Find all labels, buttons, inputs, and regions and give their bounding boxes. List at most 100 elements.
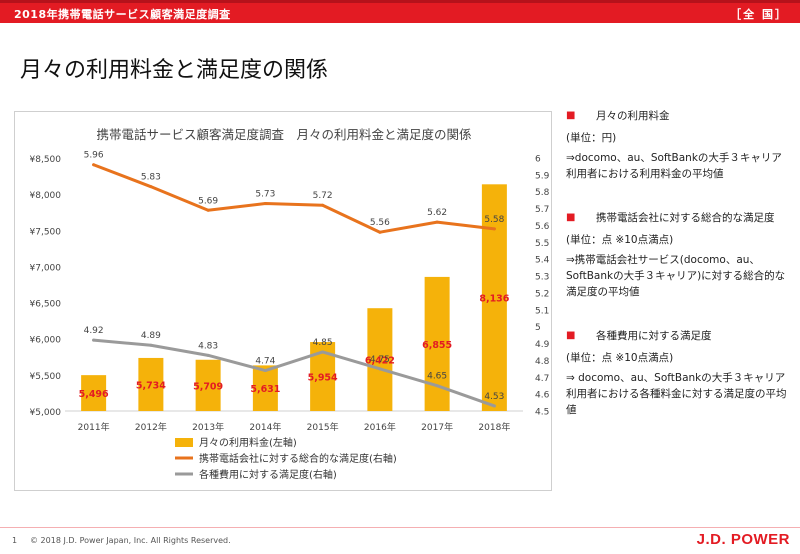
note-title: 各種費用に対する満足度 xyxy=(596,330,712,342)
left-axis-tick: ¥5,500 xyxy=(30,372,62,382)
note-cost-satisfaction: ■ 各種費用に対する満足度 (単位：点 ※10点満点) ⇒ docomo、au、S… xyxy=(566,328,790,418)
bar xyxy=(138,357,164,411)
overall-satisfaction-line-data-label: 5.83 xyxy=(141,173,161,183)
left-axis-tick: ¥7,500 xyxy=(30,227,62,237)
x-axis-tick: 2016年 xyxy=(364,421,396,433)
bar-data-label: 6,855 xyxy=(422,340,452,351)
bar-data-label: 6,422 xyxy=(365,356,395,367)
overall-satisfaction-line-point xyxy=(435,220,439,224)
right-axis-tick: 4.5 xyxy=(535,408,549,418)
note-monthly-fee: ■ 月々の利用料金 (単位：円) ⇒docomo、au、SoftBankの大手３キ… xyxy=(566,108,790,182)
cost-satisfaction-line-point xyxy=(149,343,153,347)
overall-satisfaction-line-data-label: 5.72 xyxy=(313,191,333,201)
overall-satisfaction-line-point xyxy=(263,202,267,206)
top-banner: 2018年携帯電話サービス顧客満足度調査 ［全 国］ xyxy=(0,0,800,23)
footer-divider xyxy=(0,527,800,528)
bar-data-label: 5,496 xyxy=(79,389,109,400)
bullet-icon: ■ xyxy=(566,330,576,341)
cost-satisfaction-line-data-label: 4.85 xyxy=(313,338,333,348)
bar-data-label: 5,954 xyxy=(308,373,338,384)
cost-satisfaction-line-data-label: 4.65 xyxy=(427,372,447,382)
note-unit: (単位：点 ※10点満点) xyxy=(566,352,674,364)
note-overall-satisfaction: ■ 携帯電話会社に対する総合的な満足度 (単位：点 ※10点満点) ⇒携帯電話会社… xyxy=(566,210,790,300)
right-axis-tick: 5.5 xyxy=(535,239,549,249)
cost-satisfaction-line-point xyxy=(321,350,325,354)
overall-satisfaction-line xyxy=(92,163,496,234)
bar xyxy=(81,375,107,411)
x-axis-tick: 2017年 xyxy=(421,421,453,433)
right-axis-tick: 5.9 xyxy=(535,171,550,181)
left-axis-tick: ¥8,000 xyxy=(30,191,62,201)
cost-satisfaction-line-data-label: 4.92 xyxy=(84,326,104,336)
bar xyxy=(252,365,278,411)
legend-label: 携帯電話会社に対する総合的な満足度(右軸) xyxy=(199,452,397,465)
x-axis-tick: 2011年 xyxy=(78,421,110,433)
cost-satisfaction-line-point xyxy=(492,404,496,408)
page-number: 1 xyxy=(12,536,18,545)
chart-frame: 携帯電話サービス顧客満足度調査 月々の利用料金と満足度の関係 ¥5,000 ¥5,5… xyxy=(14,111,552,491)
combo-chart: 携帯電話サービス顧客満足度調査 月々の利用料金と満足度の関係 ¥5,000 ¥5,5… xyxy=(30,127,550,481)
right-axis-tick: 4.6 xyxy=(535,391,550,401)
bar-data-label: 5,734 xyxy=(136,380,166,391)
overall-satisfaction-line-point xyxy=(492,227,496,231)
right-axis-tick: 5.8 xyxy=(535,188,550,198)
right-axis-tick: 5.6 xyxy=(535,222,550,232)
bullet-icon: ■ xyxy=(566,212,576,223)
cost-satisfaction-line-point xyxy=(435,384,439,388)
note-description: ⇒携帯電話会社サービス(docomo、au、SoftBankの大手３キャリア)に… xyxy=(566,254,786,298)
legend-swatch-bar xyxy=(175,438,193,447)
note-description: ⇒ docomo、au、SoftBankの大手３キャリア利用者における各種料金に… xyxy=(566,372,787,416)
overall-satisfaction-line-point xyxy=(92,163,96,167)
cost-satisfaction-line-data-label: 4.53 xyxy=(484,392,504,402)
right-axis-tick: 5.1 xyxy=(535,306,549,316)
bar-data-label: 8,136 xyxy=(479,294,509,305)
page-title: 月々の利用料金と満足度の関係 xyxy=(20,58,329,83)
survey-title: 2018年携帯電話サービス顧客満足度調査 xyxy=(14,8,231,21)
overall-satisfaction-line-point xyxy=(321,203,325,207)
right-axis-tick: 5.3 xyxy=(535,273,549,283)
note-title: 月々の利用料金 xyxy=(596,110,670,122)
bar xyxy=(367,308,393,411)
right-axis-tick: 5 xyxy=(535,323,541,333)
cost-satisfaction-line-point xyxy=(378,367,382,371)
right-axis-tick: 5.4 xyxy=(535,256,550,266)
region-label: ［全 国］ xyxy=(730,8,788,21)
right-axis-tick: 5.7 xyxy=(535,205,549,215)
overall-satisfaction-line-data-label: 5.73 xyxy=(255,190,275,200)
overall-satisfaction-line-data-label: 5.96 xyxy=(84,151,104,161)
copyright: © 2018 J.D. Power Japan, Inc. All Rights… xyxy=(30,536,231,545)
bar-data-label: 5,709 xyxy=(193,381,223,392)
cost-satisfaction-line-point xyxy=(92,338,96,342)
overall-satisfaction-line-point xyxy=(149,185,153,189)
x-axis-tick: 2012年 xyxy=(135,421,167,433)
left-axis-tick: ¥6,500 xyxy=(30,300,62,310)
bar-data-label: 5,631 xyxy=(250,384,280,395)
left-axis-tick: ¥5,000 xyxy=(30,408,62,418)
right-axis-tick: 6 xyxy=(535,155,541,165)
overall-satisfaction-line-data-label: 5.69 xyxy=(198,196,218,206)
right-axis-tick: 4.8 xyxy=(535,357,550,367)
notes-panel: ■ 月々の利用料金 (単位：円) ⇒docomo、au、SoftBankの大手３キ… xyxy=(566,108,790,446)
overall-satisfaction-line-point xyxy=(206,208,210,212)
bar xyxy=(195,359,221,411)
overall-satisfaction-line-data-label: 5.58 xyxy=(484,215,504,225)
overall-satisfaction-line-data-label: 5.56 xyxy=(370,218,390,228)
cost-satisfaction-line-point xyxy=(206,353,210,357)
note-unit: (単位：点 ※10点満点) xyxy=(566,234,674,246)
cost-satisfaction-line-data-label: 4.74 xyxy=(255,357,275,367)
note-description: ⇒docomo、au、SoftBankの大手３キャリア利用者における利用料金の平… xyxy=(566,152,782,180)
bar xyxy=(481,184,507,411)
overall-satisfaction-line-data-label: 5.62 xyxy=(427,208,447,218)
cost-satisfaction-line-point xyxy=(263,369,267,373)
x-axis-tick: 2018年 xyxy=(478,421,510,433)
cost-satisfaction-line-data-label: 4.89 xyxy=(141,331,161,341)
left-axis-tick: ¥7,000 xyxy=(30,263,62,273)
right-axis-tick: 5.2 xyxy=(535,289,549,299)
bullet-icon: ■ xyxy=(566,110,576,121)
legend-label: 各種費用に対する満足度(右軸) xyxy=(199,468,337,481)
cost-satisfaction-line-data-label: 4.83 xyxy=(198,341,218,351)
chart-title: 携帯電話サービス顧客満足度調査 月々の利用料金と満足度の関係 xyxy=(96,127,471,142)
right-axis-tick: 4.9 xyxy=(535,340,550,350)
overall-satisfaction-line-point xyxy=(378,230,382,234)
legend-label: 月々の利用料金(左軸) xyxy=(199,436,297,449)
